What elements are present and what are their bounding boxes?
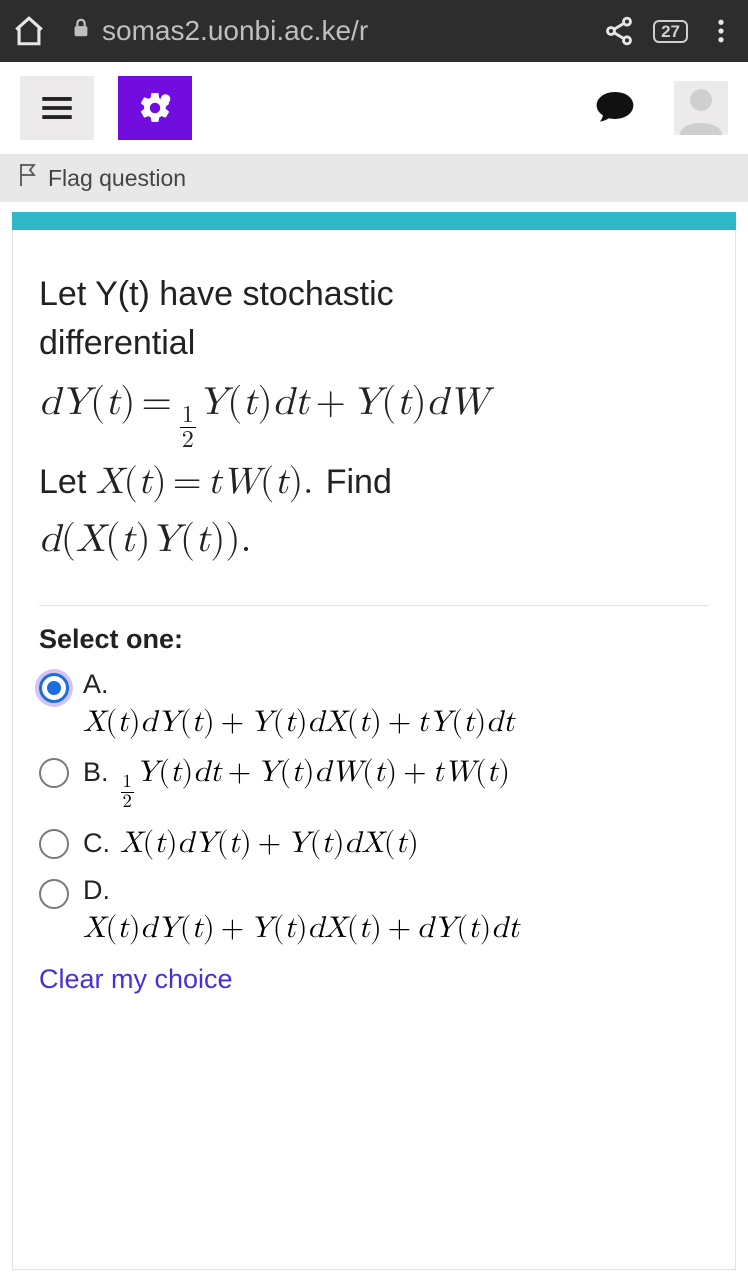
url-bar[interactable]: somas2.uonbi.ac.ke/r (70, 15, 368, 47)
option-c-math: X(t)dY(t)+Y(t)dX(t) (120, 825, 419, 861)
option-b-math: 12Y(t)dt+Y(t)dW(t)+tW(t) (119, 754, 510, 812)
equation-xt: Let X(t)=tW(t). Find (39, 456, 709, 510)
equation-dy: dY(t)=12Y(t)dt+Y(t)dW (39, 375, 709, 453)
teal-header-strip (12, 212, 736, 230)
option-b-letter: B. (83, 757, 109, 788)
clear-choice-link[interactable]: Clear my choice (39, 964, 233, 995)
question-intro-1: Let Y(t) have stochastic (39, 270, 709, 319)
question-text: Let Y(t) have stochastic differential dY… (39, 270, 709, 569)
browser-toolbar: somas2.uonbi.ac.ke/r 27 (0, 0, 748, 62)
settings-button[interactable] (118, 76, 192, 140)
share-icon[interactable] (603, 15, 635, 47)
radio-a[interactable] (39, 673, 69, 703)
options-list: A. X(t)dY(t)+Y(t)dX(t)+tY(t)dt B. 12Y(t)… (39, 669, 709, 947)
hamburger-button[interactable] (20, 76, 94, 140)
select-one-label: Select one: (39, 624, 709, 655)
option-a-letter: A. (83, 669, 515, 700)
option-a-math: X(t)dY(t)+Y(t)dX(t)+tY(t)dt (83, 704, 515, 740)
question-card: Let Y(t) have stochastic differential dY… (12, 230, 736, 1270)
radio-b[interactable] (39, 758, 69, 788)
option-d[interactable]: D. X(t)dY(t)+Y(t)dX(t)+dY(t)dt (39, 875, 709, 946)
option-c[interactable]: C. X(t)dY(t)+Y(t)dX(t) (39, 825, 709, 861)
kebab-menu-icon[interactable] (706, 16, 736, 46)
divider (39, 605, 709, 606)
avatar[interactable] (674, 81, 728, 135)
option-d-letter: D. (83, 875, 520, 906)
radio-d[interactable] (39, 879, 69, 909)
question-intro-2: differential (39, 319, 709, 368)
option-c-letter: C. (83, 828, 110, 859)
tab-count-badge[interactable]: 27 (653, 20, 688, 43)
option-a[interactable]: A. X(t)dY(t)+Y(t)dX(t)+tY(t)dt (39, 669, 709, 740)
flag-label: Flag question (48, 165, 186, 192)
home-icon[interactable] (12, 14, 46, 48)
option-d-math: X(t)dY(t)+Y(t)dX(t)+dY(t)dt (83, 910, 520, 946)
page-header (0, 62, 748, 154)
url-text: somas2.uonbi.ac.ke/r (102, 15, 368, 47)
option-b[interactable]: B. 12Y(t)dt+Y(t)dW(t)+tW(t) (39, 754, 709, 812)
flag-question-bar[interactable]: Flag question (0, 154, 748, 202)
equation-dxy: d(X(t)Y(t)). (39, 512, 709, 569)
chat-icon[interactable] (594, 87, 636, 130)
flag-icon (18, 162, 38, 194)
radio-c[interactable] (39, 829, 69, 859)
lock-icon (70, 15, 92, 47)
